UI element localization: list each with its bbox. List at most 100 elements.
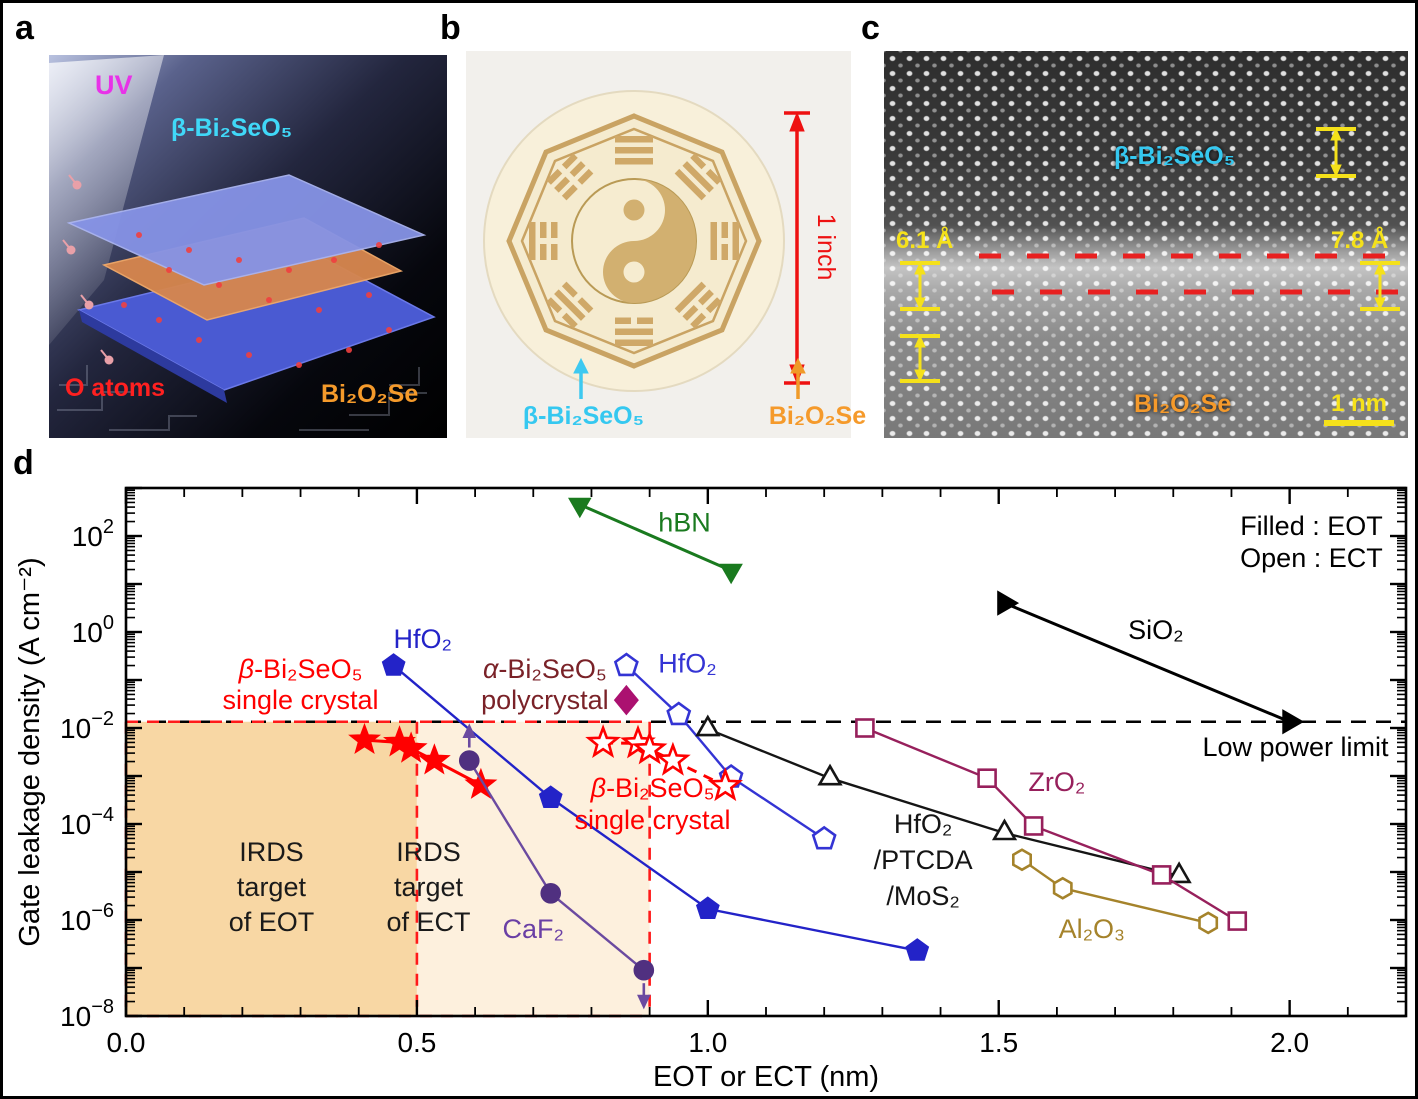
annotation-line: Filled : EOT (1240, 511, 1383, 541)
trigram (674, 281, 722, 329)
annotation-zro2-label: ZrO₂ (1028, 767, 1085, 797)
annotation-line: β-Bi₂SeO₅ (590, 773, 715, 803)
marker-star (620, 724, 656, 759)
trigram (674, 153, 722, 201)
substrate-pointer-arrow (790, 357, 806, 399)
marker-triangle-right (1282, 709, 1305, 735)
x-tick-labels: 0.0 0.5 1.0 1.5 2.0 (107, 1027, 1310, 1058)
trigram (529, 222, 558, 260)
y-tick-label: 10−2 (60, 708, 114, 744)
annotation-line: ZrO₂ (1028, 767, 1085, 797)
yin-yang-symbol (571, 178, 697, 304)
bottom-layer-edge (79, 310, 227, 403)
marker-pentagon (905, 938, 930, 961)
annotation-line: /PTCDA (874, 845, 973, 875)
one-inch-label: 1 inch (812, 214, 840, 281)
annotation-sio2-label: SiO₂ (1128, 615, 1184, 645)
irds-eot-box (126, 721, 417, 1016)
marker-star (655, 741, 691, 776)
marker-pentagon (811, 825, 837, 850)
trigram (546, 153, 594, 201)
y-tick-label: 10−8 (60, 996, 114, 1032)
annotation-caf2-label: CaF₂ (503, 914, 565, 944)
annotation-line: HfO₂ (894, 809, 952, 839)
series-hfo2-eot (381, 653, 930, 961)
annotation-line: hBN (658, 508, 711, 538)
series-line (468, 759, 645, 972)
irds-target-boxes (126, 721, 650, 1016)
marker-circle (458, 750, 480, 771)
annotation-hfo2-eot-label: HfO₂ (393, 624, 451, 654)
marker-pentagon (538, 785, 563, 808)
spacing-left-label: 6.1 Å (896, 226, 953, 254)
series-beta-bi2seo5-single-crystal-eot (348, 722, 498, 799)
spacing-right-label: 7.8 Å (1331, 226, 1388, 254)
marker-star (348, 722, 381, 755)
film-label-c: β-Bi₂SeO₅ (1114, 142, 1236, 170)
series-line (579, 503, 732, 572)
series-line (864, 726, 1238, 923)
tem-annotations: 6.1 Å 7.8 Å 1 nm (896, 127, 1400, 426)
panel-letter-c: c (861, 9, 880, 47)
series-sio2 (997, 590, 1305, 735)
y-tick-label: 10−6 (60, 900, 114, 936)
marker-pentagon (718, 763, 744, 788)
marker-square (1151, 865, 1172, 885)
annotation-hbn-label: hBN (658, 508, 711, 538)
panel-letter-d: d (13, 444, 34, 482)
marker-circle (633, 959, 655, 981)
marker-pentagon (381, 653, 406, 676)
axis-ticks (124, 486, 1407, 1018)
series-line (1003, 601, 1291, 724)
annotation-line: of EOT (229, 907, 315, 937)
x-tick-label: 2.0 (1270, 1027, 1309, 1058)
trigram (546, 281, 594, 329)
annotation-line: IRDS (396, 837, 461, 867)
series-caf2 (458, 723, 655, 1010)
o-atoms-label: O atoms (65, 374, 166, 402)
trigram (710, 222, 739, 260)
panel-letter-b: b (440, 9, 461, 47)
marker-square (1023, 816, 1044, 836)
top-crystal-layer (66, 174, 427, 286)
annotation-line: Al₂O₃ (1059, 914, 1126, 944)
series-al2o3 (1012, 848, 1219, 935)
x-tick-label: 1.0 (688, 1027, 727, 1058)
series-line (625, 664, 825, 840)
marker-square (977, 768, 997, 788)
series-line (364, 738, 482, 787)
plot-frame (124, 486, 1408, 1018)
annotation-line: Open : ECT (1240, 543, 1383, 573)
annotation-line: HfO₂ (658, 649, 716, 679)
annotation-line: single crystal (223, 685, 379, 715)
marker-square (1227, 911, 1248, 931)
interface-dashed-lines (979, 253, 1400, 295)
marker-triangle-down (719, 563, 743, 585)
annotation-line: CaF₂ (503, 914, 565, 944)
marker-star (585, 724, 621, 758)
marker-triangle-up (1166, 861, 1192, 884)
irds-ect-box (416, 721, 650, 1016)
crystal-layers (66, 174, 436, 403)
annotation-irds-ect-label: IRDS target of ECT (387, 837, 471, 937)
panel-a-schematic: UV β-Bi₂SeO₅ O atoms Bi₂O₂Se (49, 55, 447, 438)
limit-arrow-down (637, 983, 651, 1010)
marker-square (855, 718, 875, 738)
one-inch-measure-arrow (784, 111, 810, 385)
annotation-line: α-Bi₂SeO₅ (483, 654, 607, 684)
uv-light-beam (49, 55, 164, 345)
trigram (615, 317, 653, 346)
series-hfo2-ect (613, 652, 837, 850)
scalebar-label: 1 nm (1331, 390, 1387, 417)
x-axis-title: EOT or ECT (nm) (653, 1061, 879, 1093)
film-label-a: β-Bi₂SeO₅ (171, 114, 293, 142)
series-line (1021, 858, 1209, 925)
series-zro2 (855, 718, 1248, 931)
y-tick-label: 10−4 (60, 804, 114, 840)
marker-diamond (613, 684, 639, 716)
annotation-line: of ECT (387, 907, 471, 937)
marker-star (383, 725, 416, 757)
series-line (392, 664, 918, 952)
